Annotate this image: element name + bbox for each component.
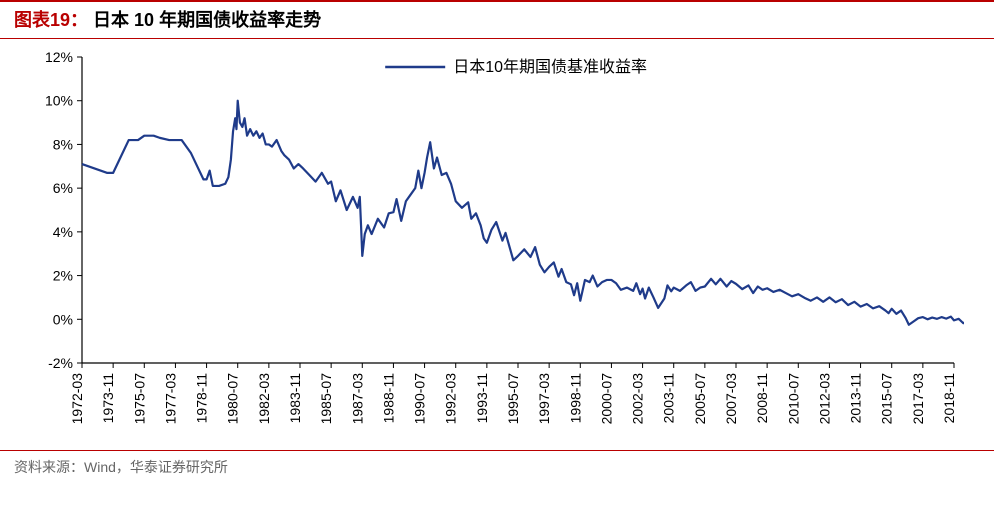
x-tick-label: 1985-07 [318,373,334,425]
x-tick-label: 2005-07 [692,373,708,425]
source-text: 资料来源：Wind，华泰证券研究所 [14,459,228,475]
x-tick-label: 1983-11 [287,373,303,424]
x-tick-label: 2003-11 [661,373,677,424]
legend-label: 日本10年期国债基准收益率 [453,58,647,76]
x-tick-label: 1993-11 [474,373,490,424]
x-tick-label: 1975-07 [131,373,147,425]
x-tick-label: 2002-03 [630,373,646,425]
x-tick-label: 1990-07 [412,373,428,425]
y-tick-label: 6% [53,180,73,196]
x-tick-label: 1997-03 [536,373,552,425]
x-tick-label: 1972-03 [69,373,85,425]
x-tick-label: 2000-07 [598,373,614,425]
x-tick-label: 2008-11 [754,373,770,424]
chart-area: -2% 0% 2% 4% 6% 8% 10% 12% 1972-03 1973-11 1975-07… [0,39,994,450]
y-tick-label: 4% [53,224,73,240]
y-tick-label: 8% [53,136,73,152]
y-tick-label: 10% [45,93,73,109]
title-text: 日本 10 年期国债收益率走势 [93,10,321,30]
x-tick-label: 1992-03 [443,373,459,425]
x-tick-label: 1980-07 [225,373,241,425]
x-tick-label: 2007-03 [723,373,739,425]
y-tick-label: 0% [53,311,73,327]
source-footer: 资料来源：Wind，华泰证券研究所 [0,451,994,477]
x-tick-label: 1977-03 [162,373,178,425]
y-tick-label: 2% [53,268,73,284]
x-tick-label: 2015-07 [879,373,895,425]
x-tick-label: 1988-11 [380,373,396,424]
x-tick-label: 2012-03 [816,373,832,425]
x-tick-label: 1995-07 [505,373,521,425]
x-tick-label: 1982-03 [256,373,272,425]
x-tick-label: 2017-03 [910,373,926,425]
x-tick-label: 2013-11 [848,373,864,424]
series-line [82,101,964,325]
line-chart: -2% 0% 2% 4% 6% 8% 10% 12% 1972-03 1973-11 1975-07… [24,45,964,445]
y-tick-label: 12% [45,49,73,65]
y-tick-label: -2% [48,355,73,371]
chart-title-bar: 图表19： 日本 10 年期国债收益率走势 [0,2,994,38]
x-tick-label: 1998-11 [567,373,583,424]
x-tick-label: 1987-03 [349,373,365,425]
x-tick-label: 1973-11 [100,373,116,424]
x-tick-label: 1978-11 [194,373,210,424]
x-tick-label: 2010-07 [785,373,801,425]
x-tick-label: 2018-11 [941,373,957,424]
title-prefix: 图表19： [14,10,88,30]
